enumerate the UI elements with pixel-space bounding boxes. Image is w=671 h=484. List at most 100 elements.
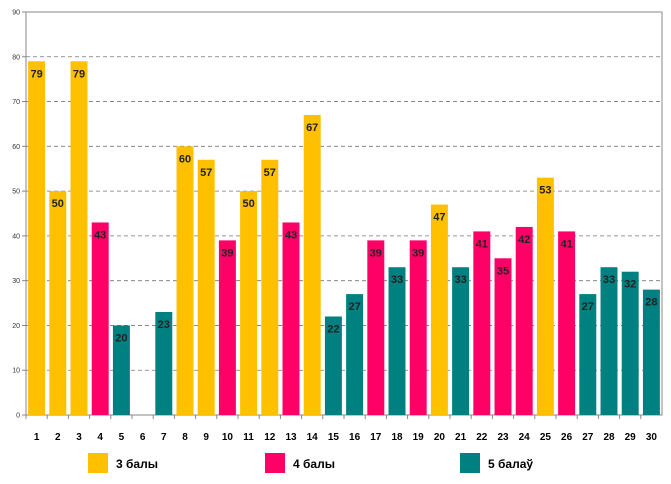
x-tick-label-9: 9 (203, 432, 209, 443)
x-tick-label-20: 20 (434, 432, 446, 443)
y-tick-label: 20 (12, 323, 20, 330)
gridlines (26, 56, 662, 371)
x-tick-label-12: 12 (264, 432, 276, 443)
x-tick-label-15: 15 (328, 432, 340, 443)
x-tick-label-28: 28 (603, 432, 615, 443)
bar-12 (261, 159, 279, 415)
data-label-14: 67 (306, 122, 318, 134)
data-label-22: 41 (476, 238, 488, 250)
bar-4 (91, 222, 109, 415)
data-label-2: 50 (52, 198, 64, 210)
x-tick-label-16: 16 (349, 432, 361, 443)
bar-18 (388, 267, 406, 415)
bar-1 (28, 61, 46, 415)
x-tick-label-24: 24 (519, 432, 531, 443)
plot-area (25, 11, 663, 416)
bar-5 (112, 325, 130, 415)
x-tick-label-14: 14 (307, 432, 319, 443)
x-tick-label-27: 27 (582, 432, 594, 443)
bar-25 (536, 177, 554, 415)
bar-27 (579, 294, 597, 415)
bar-11 (240, 191, 258, 415)
y-axis: 0 10 20 30 40 50 60 70 80 90 (12, 10, 26, 420)
bar-14 (303, 114, 321, 415)
bar-19 (409, 240, 427, 415)
x-tick-label-13: 13 (285, 432, 297, 443)
data-label-3: 79 (73, 68, 85, 80)
x-tick-label-21: 21 (455, 432, 467, 443)
y-tick-label: 30 (12, 278, 20, 285)
bar-26 (558, 231, 576, 415)
bar-7 (155, 312, 173, 415)
bar-8 (176, 146, 194, 416)
x-tick-label-10: 10 (222, 432, 234, 443)
bar-28 (600, 267, 618, 415)
y-tick-label: 50 (12, 189, 20, 196)
bar-13 (282, 222, 300, 415)
x-axis: 1 2 3 4 5 6 7 8 9 10 11 12 13 14 15 16 17 18 19 20 21 22 23 24 2… (25, 415, 658, 443)
y-tick-label: 90 (12, 10, 20, 17)
data-label-17: 39 (370, 247, 382, 259)
data-label-15: 22 (327, 323, 339, 335)
bar-30 (642, 289, 660, 415)
data-label-4: 43 (94, 229, 106, 241)
y-tick-label: 70 (12, 99, 20, 106)
y-tick-label: 80 (12, 54, 20, 61)
legend-label-4: 4 балы (293, 457, 335, 471)
data-label-18: 33 (391, 274, 403, 286)
legend-label-3: 3 балы (116, 457, 158, 471)
x-tick-label-5: 5 (119, 432, 125, 443)
legend-swatch-5 (460, 453, 480, 473)
bar-16 (346, 294, 364, 415)
x-tick-label-18: 18 (391, 432, 403, 443)
data-label-23: 35 (497, 265, 509, 277)
x-tick-label-6: 6 (140, 432, 146, 443)
x-tick-label-30: 30 (646, 432, 658, 443)
x-tick-label-1: 1 (34, 432, 40, 443)
data-label-25: 53 (539, 185, 551, 197)
data-label-29: 32 (624, 279, 636, 291)
bar-9 (197, 159, 215, 415)
bar-15 (324, 316, 342, 415)
data-label-8: 60 (179, 153, 191, 165)
x-tick-label-17: 17 (370, 432, 382, 443)
bar-20 (430, 204, 448, 415)
legend-swatch-3 (88, 453, 108, 473)
bar-23 (494, 258, 512, 415)
data-label-20: 47 (433, 212, 445, 224)
bar-10 (218, 240, 236, 415)
x-tick-label-19: 19 (413, 432, 425, 443)
x-tick-label-25: 25 (540, 432, 552, 443)
data-label-28: 33 (603, 274, 615, 286)
data-label-13: 43 (285, 229, 297, 241)
legend: 3 балы 4 балы 5 балаў (88, 453, 533, 473)
x-tick-label-23: 23 (497, 432, 509, 443)
y-tick-label: 10 (12, 368, 20, 375)
legend-swatch-4 (265, 453, 285, 473)
y-tick-label: 40 (12, 233, 20, 240)
bar-29 (621, 271, 639, 415)
x-tick-label-4: 4 (97, 432, 103, 443)
bars (28, 61, 660, 416)
data-label-30: 28 (645, 297, 657, 309)
data-label-7: 23 (158, 319, 170, 331)
data-labels: 79 50 79 43 20 23 60 57 39 50 57 43 67 22 27 39 33 39 47 33… (30, 68, 657, 344)
data-label-21: 33 (454, 274, 466, 286)
data-label-12: 57 (264, 167, 276, 179)
x-tick-label-7: 7 (161, 432, 167, 443)
x-tick-label-3: 3 (76, 432, 82, 443)
y-tick-label: 0 (16, 413, 20, 420)
bar-17 (367, 240, 385, 415)
x-tick-label-29: 29 (625, 432, 637, 443)
data-label-27: 27 (582, 301, 594, 313)
bar-2 (49, 191, 67, 415)
data-label-1: 79 (30, 68, 42, 80)
y-tick-label: 60 (12, 144, 20, 151)
data-label-24: 42 (518, 234, 530, 246)
bar-22 (473, 231, 491, 415)
x-tick-label-2: 2 (55, 432, 61, 443)
x-tick-label-11: 11 (243, 432, 254, 443)
legend-label-5: 5 балаў (488, 457, 533, 471)
data-label-11: 50 (242, 198, 254, 210)
